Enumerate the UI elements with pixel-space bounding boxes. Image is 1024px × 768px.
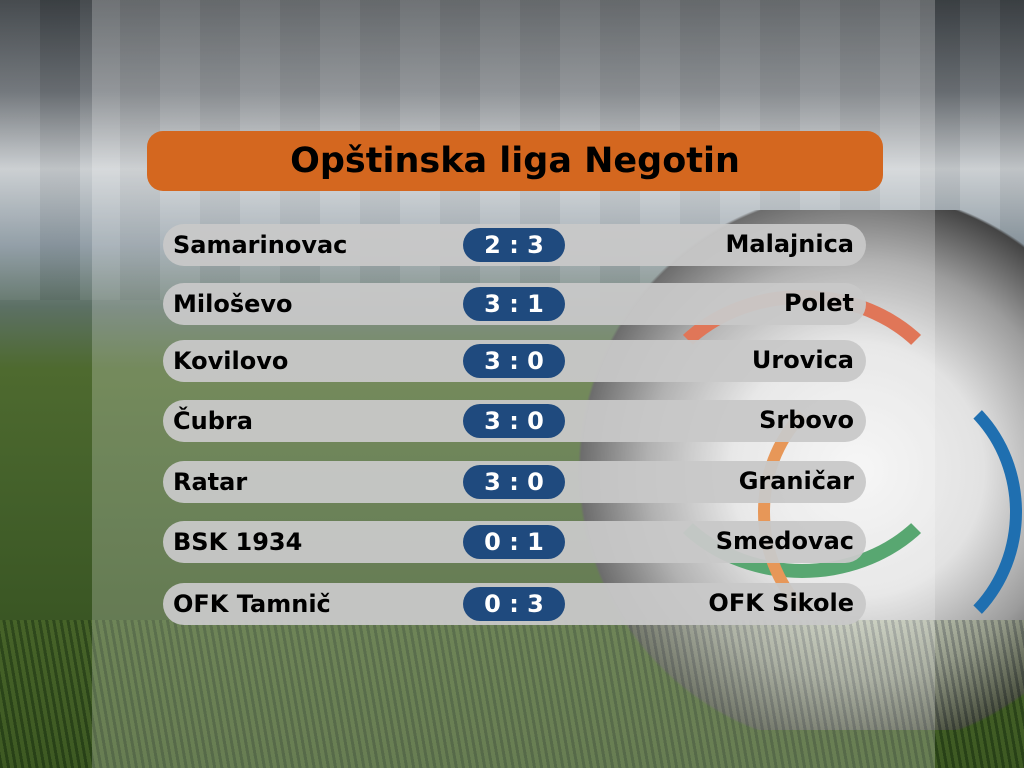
away-team: Smedovac <box>715 527 854 555</box>
home-team: OFK Tamnič <box>173 590 331 618</box>
match-row: BSK 1934 0 : 1 Smedovac <box>163 521 866 563</box>
home-team: BSK 1934 <box>173 528 303 556</box>
away-team: Srbovo <box>759 406 854 434</box>
away-team: Malajnica <box>725 230 854 258</box>
match-row: Samarinovac 2 : 3 Malajnica <box>163 224 866 266</box>
score-badge: 0 : 3 <box>463 587 565 621</box>
score-badge: 3 : 0 <box>463 404 565 438</box>
home-team: Samarinovac <box>173 231 348 259</box>
away-team: Urovica <box>751 346 854 374</box>
league-title: Opštinska liga Negotin <box>147 131 883 191</box>
home-team: Miloševo <box>173 290 293 318</box>
match-row: Miloševo 3 : 1 Polet <box>163 283 866 325</box>
away-team: Graničar <box>738 467 854 495</box>
score-badge: 3 : 0 <box>463 465 565 499</box>
match-row: OFK Tamnič 0 : 3 OFK Sikole <box>163 583 866 625</box>
home-team: Čubra <box>173 407 253 435</box>
home-team: Ratar <box>173 468 248 496</box>
match-row: Čubra 3 : 0 Srbovo <box>163 400 866 442</box>
away-team: Polet <box>783 289 854 317</box>
score-badge: 3 : 0 <box>463 344 565 378</box>
home-team: Kovilovo <box>173 347 289 375</box>
overlay-panel <box>92 0 935 768</box>
match-row: Ratar 3 : 0 Graničar <box>163 461 866 503</box>
away-team: OFK Sikole <box>708 589 854 617</box>
score-badge: 0 : 1 <box>463 525 565 559</box>
score-badge: 2 : 3 <box>463 228 565 262</box>
match-row: Kovilovo 3 : 0 Urovica <box>163 340 866 382</box>
score-badge: 3 : 1 <box>463 287 565 321</box>
grass-background <box>0 620 1024 768</box>
